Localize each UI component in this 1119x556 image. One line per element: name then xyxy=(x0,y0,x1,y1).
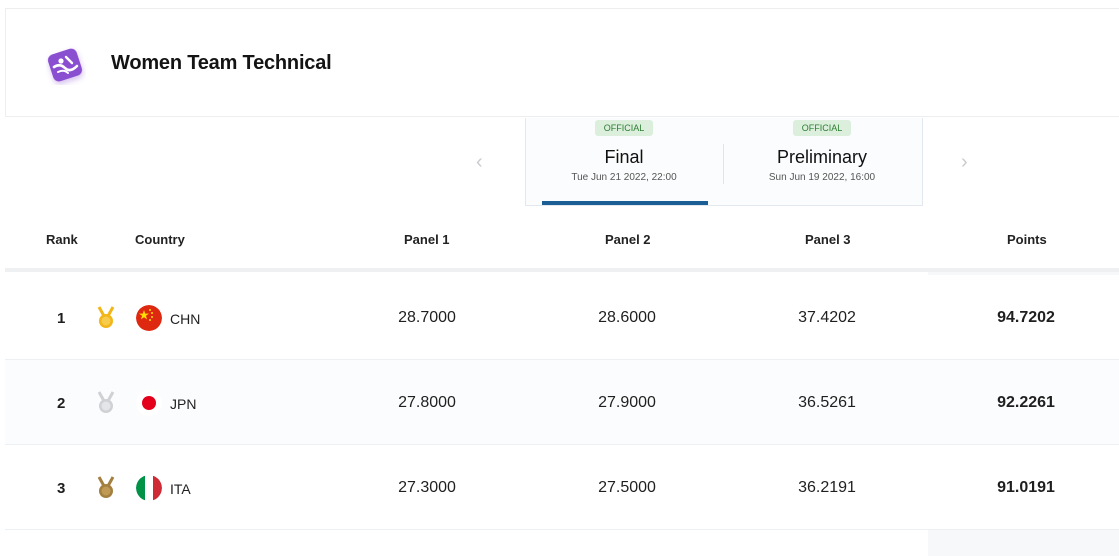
panel-3-score: 36.2191 xyxy=(798,479,856,496)
panel-3-score: 36.5261 xyxy=(798,394,856,411)
tab-preliminary-label: Preliminary xyxy=(776,147,868,167)
table-row[interactable]: 1 CHN 28.7000 28.6000 37.4202 94.7202 xyxy=(5,275,1119,360)
tab-preliminary[interactable]: OFFICIAL Preliminary Sun Jun 19 2022, 16… xyxy=(723,118,921,206)
column-header-panel-1: Panel 1 xyxy=(404,232,450,247)
tab-preliminary-date: Sun Jun 19 2022, 16:00 xyxy=(768,172,876,183)
active-tab-indicator xyxy=(542,201,708,205)
country-code: ITA xyxy=(170,481,191,497)
event-header: Women Team Technical xyxy=(5,8,1119,117)
column-header-points: Points xyxy=(1007,232,1047,247)
country-code: CHN xyxy=(170,311,201,327)
tab-final-label: Final xyxy=(604,147,644,167)
panel-2-score: 27.9000 xyxy=(598,394,656,411)
artistic-swimming-icon xyxy=(47,48,83,82)
phase-tabs: OFFICIAL Final Tue Jun 21 2022, 22:00 OF… xyxy=(525,118,923,206)
japan-flag-icon xyxy=(136,390,162,416)
column-header-panel-3: Panel 3 xyxy=(805,232,851,247)
panel-1-score: 27.8000 xyxy=(398,394,456,411)
chevron-right-icon[interactable]: › xyxy=(961,151,968,173)
bronze-medal-icon xyxy=(97,476,115,498)
column-header-panel-2: Panel 2 xyxy=(605,232,651,247)
panel-1-score: 28.7000 xyxy=(398,309,456,326)
table-row[interactable]: 3 ITA 27.3000 27.5000 36.2191 91.0191 xyxy=(5,445,1119,530)
phase-tabs-container xyxy=(525,118,923,206)
gold-medal-icon xyxy=(97,306,115,328)
official-badge: OFFICIAL xyxy=(792,120,852,136)
tab-final-date: Tue Jun 21 2022, 22:00 xyxy=(571,172,677,183)
results-table-header: Rank Country Panel 1 Panel 2 Panel 3 Poi… xyxy=(5,212,1119,272)
tab-final[interactable]: OFFICIAL Final Tue Jun 21 2022, 22:00 xyxy=(525,118,723,206)
column-header-country: Country xyxy=(135,232,185,247)
panel-1-score: 27.3000 xyxy=(398,479,456,496)
italy-flag-icon xyxy=(136,475,162,501)
tab-divider xyxy=(723,144,724,184)
total-points: 94.7202 xyxy=(997,309,1055,326)
page-title: Women Team Technical xyxy=(111,52,332,74)
china-flag-icon xyxy=(136,305,162,331)
rank-cell: 1 xyxy=(57,310,66,327)
table-row[interactable]: 2 JPN 27.8000 27.9000 36.5261 92.2261 xyxy=(5,360,1119,445)
panel-2-score: 28.6000 xyxy=(598,309,656,326)
rank-cell: 3 xyxy=(57,480,66,497)
chevron-left-icon[interactable]: ‹ xyxy=(476,151,483,173)
official-badge: OFFICIAL xyxy=(594,120,654,136)
column-header-rank: Rank xyxy=(46,232,78,247)
panel-3-score: 37.4202 xyxy=(798,309,856,326)
total-points: 91.0191 xyxy=(997,479,1055,496)
country-code: JPN xyxy=(170,396,197,412)
panel-2-score: 27.5000 xyxy=(598,479,656,496)
silver-medal-icon xyxy=(97,391,115,413)
total-points: 92.2261 xyxy=(997,394,1055,411)
rank-cell: 2 xyxy=(57,395,66,412)
